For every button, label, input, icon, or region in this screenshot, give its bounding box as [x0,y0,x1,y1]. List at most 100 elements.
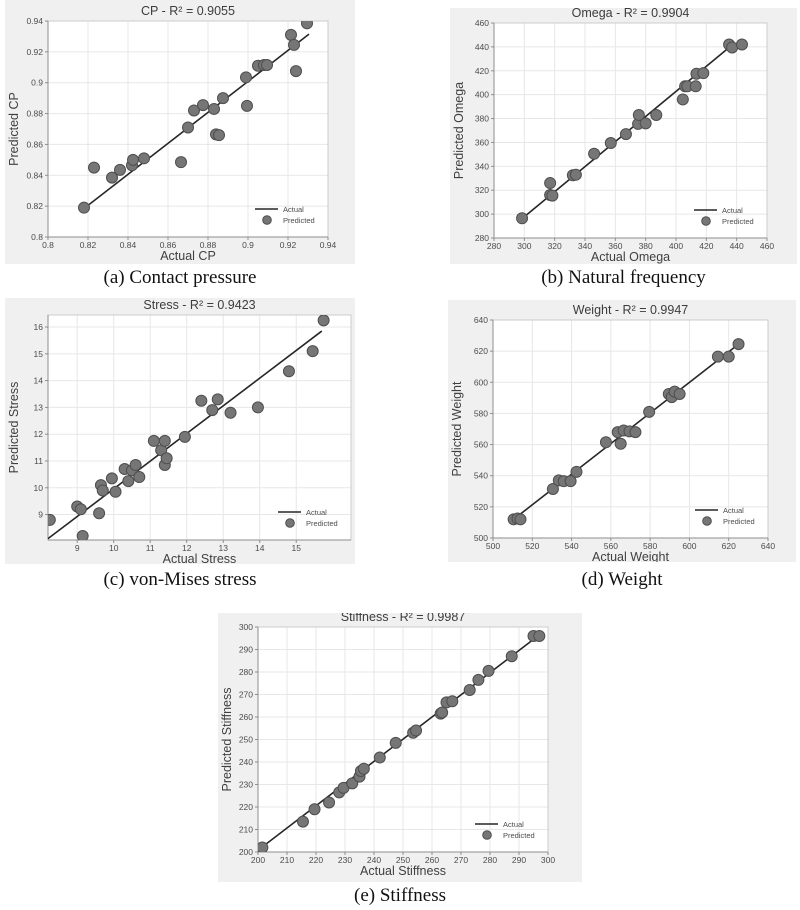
caption-natural-frequency: (b) Natural frequency [541,267,706,288]
svg-text:360: 360 [475,137,489,147]
gridlines [493,22,768,239]
scatter-point [570,465,583,478]
data-layer [258,630,546,852]
svg-text:580: 580 [643,541,657,551]
svg-text:10: 10 [34,483,44,493]
scatter-point [114,163,126,176]
axes [45,20,329,240]
scatter-point [261,58,273,71]
svg-text:290: 290 [512,855,526,865]
scatter-point [726,41,739,54]
scatter-point [732,338,745,351]
legend-label-actual: Actual [503,820,524,829]
svg-text:280: 280 [483,855,497,865]
svg-text:250: 250 [396,855,410,865]
caption-contact-pressure: (a) Contact pressure [103,267,257,288]
svg-text:0.82: 0.82 [26,201,43,211]
chart-stiffness-scatter: 200 210 220 230 240 250 260 270 280 290 300 200 210 2… [220,613,555,878]
scatter-point [106,171,118,184]
svg-text:15: 15 [34,349,44,359]
scatter-point [463,684,476,696]
axes [45,315,351,543]
svg-text:220: 220 [309,855,323,865]
scatter-point [697,67,710,80]
svg-text:290: 290 [239,645,253,655]
tick-labels: 9 10 11 12 13 14 15 9 10 11 12 13 14 15 16 [34,322,302,553]
x-axis-label: Actual Stiffness [360,864,446,878]
scatter-point [546,482,559,495]
svg-text:200: 200 [251,855,265,865]
scatter-point [93,507,106,520]
predicted-points [516,38,748,225]
svg-text:230: 230 [338,855,352,865]
scatter-point [290,65,302,78]
svg-text:320: 320 [548,241,562,251]
scatter-point [308,803,321,816]
svg-text:260: 260 [239,712,253,722]
scatter-point [133,471,146,484]
scatter-point [505,650,518,663]
scatter-point [206,404,219,417]
scatter-point [599,436,612,449]
legend-marker-sample [482,830,492,840]
scatter-point [673,387,686,400]
svg-text:210: 210 [280,855,294,865]
scatter-point [258,841,269,852]
scatter-point [588,147,601,160]
data-layer [516,38,748,225]
legend: Actual Predicted [695,506,755,526]
legend-label-actual: Actual [306,508,327,517]
svg-text:0.88: 0.88 [200,240,217,250]
x-axis-label: Actual Omega [591,250,670,264]
scatter-point [78,201,90,214]
svg-text:300: 300 [475,209,489,219]
svg-text:500: 500 [474,533,488,543]
predicted-points [48,315,330,540]
svg-text:0.92: 0.92 [280,240,297,250]
tick-labels: 0.8 0.82 0.84 0.86 0.88 0.9 0.92 0.94 0.8 0.82 0.8… [26,16,336,250]
scatter-point [436,706,449,719]
plot-area [48,315,351,540]
svg-text:600: 600 [682,541,696,551]
svg-text:11: 11 [34,456,43,466]
panel-natural-frequency: 280 300 320 340 360 380 400 420 440 460 280 300 320 3… [450,8,797,264]
svg-text:9: 9 [38,510,43,520]
scatter-point [544,177,557,190]
svg-text:300: 300 [239,622,253,632]
svg-text:210: 210 [239,825,253,835]
svg-text:400: 400 [669,241,683,251]
scatter-point [138,152,150,165]
scatter-point [76,529,89,540]
scatter-point [676,93,689,106]
scatter-point [689,80,702,93]
svg-text:240: 240 [367,855,381,865]
scatter-point [604,137,617,150]
svg-text:260: 260 [425,855,439,865]
y-axis-label: Predicted Stiffness [220,688,234,792]
legend-label-predicted: Predicted [283,216,315,225]
tick-labels: 500 520 540 560 580 600 620 640 500 520 540 560 580 6… [474,315,776,551]
svg-text:0.94: 0.94 [26,16,43,26]
svg-text:0.86: 0.86 [160,240,177,250]
chart-cp-scatter: 0.8 0.82 0.84 0.86 0.88 0.9 0.92 0.94 0.8 0.82 0.8… [7,4,337,263]
panel-von-mises-stress: 9 10 11 12 13 14 15 9 10 11 12 13 14 15 16 Stress - R² … [5,298,355,564]
scatter-point [357,762,370,775]
legend-label-predicted: Predicted [503,831,535,840]
svg-text:280: 280 [475,233,489,243]
svg-text:300: 300 [541,855,555,865]
scatter-point [306,345,319,358]
svg-text:420: 420 [699,241,713,251]
scatter-point [96,484,109,497]
svg-text:0.84: 0.84 [120,240,137,250]
svg-text:320: 320 [475,185,489,195]
svg-text:400: 400 [475,90,489,100]
svg-text:0.8: 0.8 [42,240,54,250]
scatter-point [711,350,724,363]
svg-text:340: 340 [475,161,489,171]
svg-text:0.86: 0.86 [26,139,43,149]
scatter-point [650,108,663,121]
axes [490,319,769,541]
scatter-point [632,108,645,121]
caption-stiffness: (e) Stiffness [354,885,446,906]
panel-stiffness: 200 210 220 230 240 250 260 270 280 290 300 200 210 2… [218,613,582,882]
